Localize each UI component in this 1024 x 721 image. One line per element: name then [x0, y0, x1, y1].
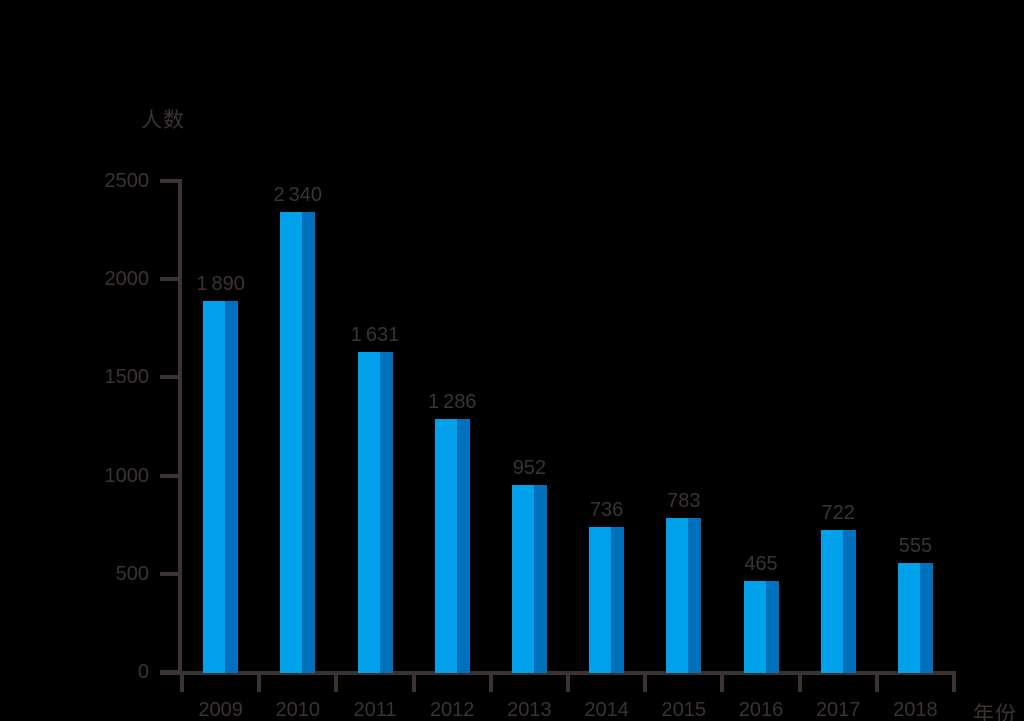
x-tick-1 [257, 671, 262, 692]
x-tick-label-2018: 2018 [893, 699, 938, 721]
bar-2016 [743, 580, 779, 673]
bar-side-shade [765, 580, 779, 673]
value-label-2009: 1 890 [196, 272, 245, 295]
x-tick-label-2017: 2017 [815, 699, 861, 721]
value-label-2011: 1 631 [350, 323, 400, 346]
y-tick-1000 [160, 473, 180, 478]
x-tick-label-2010: 2010 [275, 699, 321, 721]
x-tick-6 [643, 671, 648, 692]
x-tick-8 [797, 671, 802, 692]
x-tick-label-2016: 2016 [738, 699, 784, 721]
bar-side-shade [225, 300, 239, 673]
bar-face [743, 580, 766, 673]
bar-side-shade [379, 351, 393, 673]
x-tick-3 [411, 671, 416, 692]
x-tick-5 [566, 671, 570, 692]
value-label-2016: 465 [744, 552, 778, 575]
bar-face [897, 563, 920, 673]
bar-face [434, 419, 457, 673]
y-tick-label-1000: 1000 [104, 464, 150, 487]
bar-2018 [897, 563, 933, 673]
x-tick-10 [952, 671, 956, 692]
x-tick-9 [874, 671, 879, 692]
y-axis-line [178, 179, 182, 675]
x-tick-2 [334, 671, 339, 692]
y-tick-label-2500: 2500 [104, 170, 150, 192]
x-tick-label-2012: 2012 [429, 699, 475, 721]
bar-2013 [511, 485, 547, 673]
x-tick-4 [488, 671, 493, 692]
bar-side-shade [533, 485, 547, 673]
value-label-2015: 783 [667, 490, 701, 513]
bar-2009 [203, 300, 239, 673]
y-tick-2500 [160, 179, 180, 183]
x-axis-line [160, 671, 956, 675]
x-tick-label-2013: 2013 [507, 699, 552, 721]
x-tick-0 [180, 671, 184, 692]
y-tick-1500 [160, 375, 180, 380]
x-tick-label-2015: 2015 [661, 699, 707, 721]
bar-2015 [666, 518, 702, 673]
bar-2010 [280, 212, 316, 673]
bar-2017 [820, 530, 856, 673]
y-tick-2000 [160, 277, 180, 282]
bar-face [357, 351, 380, 673]
y-tick-500 [160, 571, 180, 576]
bar-side-shade [842, 530, 856, 673]
bar-side-shade [919, 563, 933, 673]
y-tick-label-1500: 1500 [104, 366, 150, 389]
bar-face [589, 527, 612, 673]
y-axis-title: 人数 [141, 109, 185, 132]
bar-side-shade [302, 212, 316, 673]
bar-2014 [589, 527, 625, 673]
y-tick-label-500: 500 [115, 562, 149, 585]
bar-side-shade [688, 518, 702, 673]
value-label-2012: 1 286 [427, 391, 477, 414]
y-tick-label-0: 0 [137, 661, 149, 683]
bar-2011 [357, 351, 393, 673]
bar-side-shade [611, 527, 625, 673]
bar-2012 [434, 419, 470, 673]
value-label-2017: 722 [821, 502, 855, 525]
value-label-2010: 2 340 [273, 184, 323, 207]
x-tick-label-2009: 2009 [198, 699, 243, 721]
value-label-2013: 952 [512, 457, 547, 479]
bar-face [820, 530, 843, 673]
bar-face [666, 518, 689, 673]
y-tick-0 [160, 670, 180, 674]
x-tick-label-2011: 2011 [353, 699, 397, 721]
bar-face [203, 300, 226, 673]
value-label-2018: 555 [898, 535, 933, 557]
bar-face [280, 212, 303, 673]
x-tick-label-2014: 2014 [584, 699, 629, 721]
x-tick-7 [720, 671, 725, 692]
x-axis-title: 年份 [973, 703, 1017, 721]
value-label-2014: 736 [589, 499, 624, 522]
bar-side-shade [456, 419, 470, 673]
bar-face [511, 485, 534, 673]
y-tick-label-2000: 2000 [104, 268, 150, 291]
